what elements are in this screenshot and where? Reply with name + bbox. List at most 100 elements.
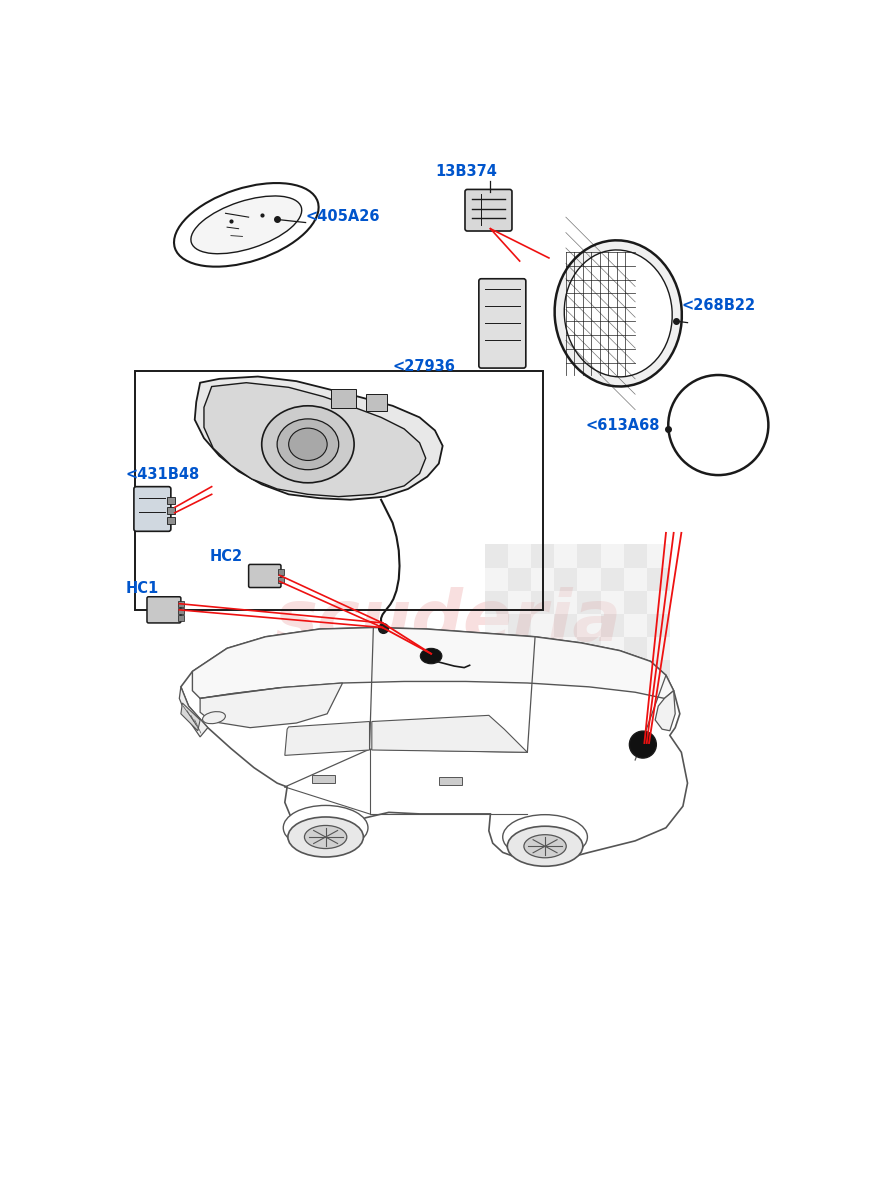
- Text: <405A26: <405A26: [305, 209, 380, 224]
- Ellipse shape: [191, 196, 302, 253]
- Text: 13B374: 13B374: [435, 164, 497, 179]
- Ellipse shape: [503, 815, 587, 859]
- FancyBboxPatch shape: [465, 190, 512, 232]
- Bar: [167, 497, 175, 504]
- Ellipse shape: [524, 835, 566, 858]
- Bar: [531, 752, 555, 775]
- Bar: [578, 683, 600, 706]
- Bar: [312, 775, 335, 784]
- Ellipse shape: [289, 428, 327, 461]
- Bar: [531, 637, 555, 660]
- Bar: [366, 395, 388, 412]
- Bar: [485, 706, 508, 730]
- Bar: [578, 637, 600, 660]
- Bar: [555, 752, 578, 775]
- Ellipse shape: [284, 805, 368, 850]
- Bar: [624, 683, 647, 706]
- Bar: [624, 660, 647, 683]
- Bar: [278, 569, 284, 575]
- Bar: [531, 706, 555, 730]
- Polygon shape: [200, 683, 343, 727]
- Bar: [531, 568, 555, 590]
- Bar: [578, 545, 600, 568]
- Bar: [600, 637, 624, 660]
- Bar: [485, 752, 508, 775]
- Bar: [508, 590, 531, 613]
- Bar: [600, 683, 624, 706]
- Bar: [624, 752, 647, 775]
- Bar: [600, 590, 624, 613]
- Bar: [167, 506, 175, 514]
- Polygon shape: [285, 721, 369, 755]
- Polygon shape: [372, 715, 528, 752]
- Bar: [647, 706, 670, 730]
- Bar: [555, 545, 578, 568]
- Bar: [555, 706, 578, 730]
- Bar: [578, 660, 600, 683]
- Bar: [531, 590, 555, 613]
- Bar: [278, 577, 284, 583]
- Bar: [555, 683, 578, 706]
- Bar: [647, 545, 670, 568]
- Bar: [600, 613, 624, 637]
- Bar: [178, 616, 184, 620]
- Bar: [485, 637, 508, 660]
- Bar: [600, 660, 624, 683]
- Bar: [600, 730, 624, 752]
- Bar: [485, 545, 508, 568]
- Bar: [578, 613, 600, 637]
- FancyBboxPatch shape: [134, 487, 171, 532]
- Bar: [624, 545, 647, 568]
- Bar: [508, 568, 531, 590]
- Bar: [508, 683, 531, 706]
- Polygon shape: [195, 377, 443, 499]
- Bar: [508, 660, 531, 683]
- Ellipse shape: [288, 817, 363, 857]
- Bar: [578, 568, 600, 590]
- Ellipse shape: [277, 419, 339, 469]
- Bar: [485, 568, 508, 590]
- Bar: [485, 660, 508, 683]
- Ellipse shape: [174, 184, 318, 266]
- Bar: [600, 706, 624, 730]
- Ellipse shape: [420, 648, 442, 664]
- Bar: [531, 730, 555, 752]
- Bar: [555, 637, 578, 660]
- Text: c a r   p a r t s: c a r p a r t s: [331, 652, 565, 684]
- Bar: [508, 545, 531, 568]
- Ellipse shape: [304, 826, 347, 848]
- Text: scuderia: scuderia: [275, 587, 621, 656]
- FancyBboxPatch shape: [248, 564, 281, 588]
- Bar: [624, 637, 647, 660]
- Bar: [624, 590, 647, 613]
- Bar: [555, 613, 578, 637]
- Polygon shape: [179, 686, 208, 737]
- Bar: [647, 730, 670, 752]
- Bar: [531, 660, 555, 683]
- FancyBboxPatch shape: [147, 596, 181, 623]
- Bar: [485, 730, 508, 752]
- Bar: [555, 660, 578, 683]
- Bar: [331, 389, 355, 408]
- Bar: [647, 752, 670, 775]
- Bar: [624, 568, 647, 590]
- Bar: [624, 730, 647, 752]
- Bar: [178, 601, 184, 607]
- Bar: [508, 706, 531, 730]
- Text: <27936: <27936: [393, 359, 456, 374]
- Bar: [508, 637, 531, 660]
- Bar: [555, 590, 578, 613]
- Bar: [647, 568, 670, 590]
- Text: HC1: HC1: [125, 581, 158, 596]
- Bar: [508, 730, 531, 752]
- Bar: [531, 545, 555, 568]
- Bar: [578, 752, 600, 775]
- Bar: [508, 752, 531, 775]
- Bar: [167, 517, 175, 523]
- Bar: [531, 613, 555, 637]
- Bar: [624, 613, 647, 637]
- Bar: [485, 683, 508, 706]
- Bar: [647, 683, 670, 706]
- Bar: [647, 613, 670, 637]
- Bar: [135, 371, 542, 610]
